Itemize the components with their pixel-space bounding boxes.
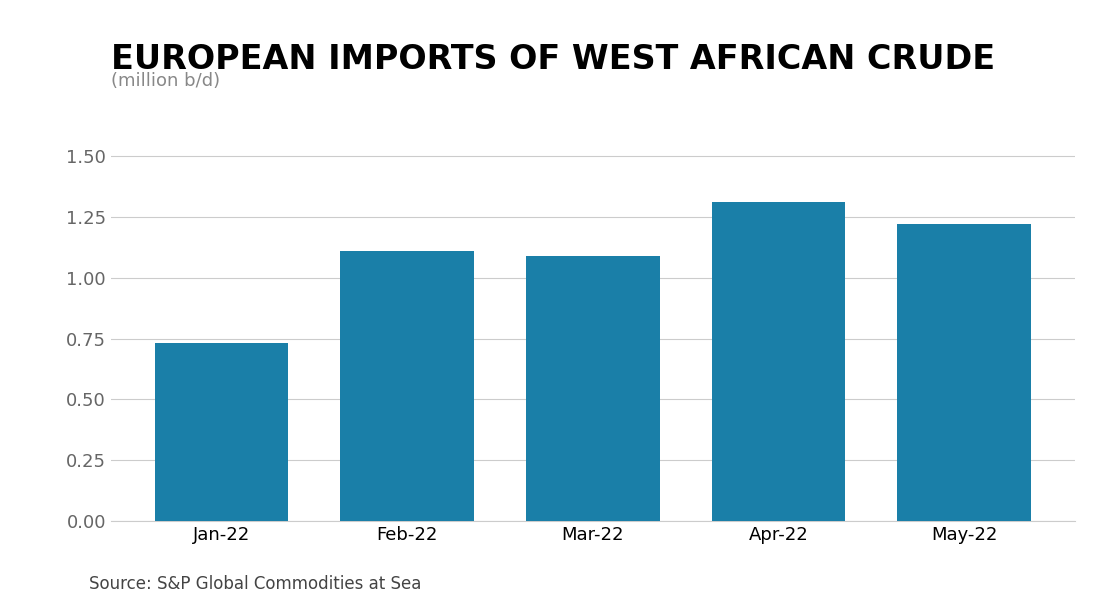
Bar: [155, 343, 288, 521]
Text: Source: S&P Global Commodities at Sea: Source: S&P Global Commodities at Sea: [89, 575, 421, 593]
Text: EUROPEAN IMPORTS OF WEST AFRICAN CRUDE: EUROPEAN IMPORTS OF WEST AFRICAN CRUDE: [111, 43, 995, 76]
Bar: [897, 224, 1030, 521]
Bar: [526, 256, 659, 521]
Bar: [340, 251, 474, 521]
Text: (million b/d): (million b/d): [111, 72, 219, 90]
Bar: [711, 202, 845, 521]
